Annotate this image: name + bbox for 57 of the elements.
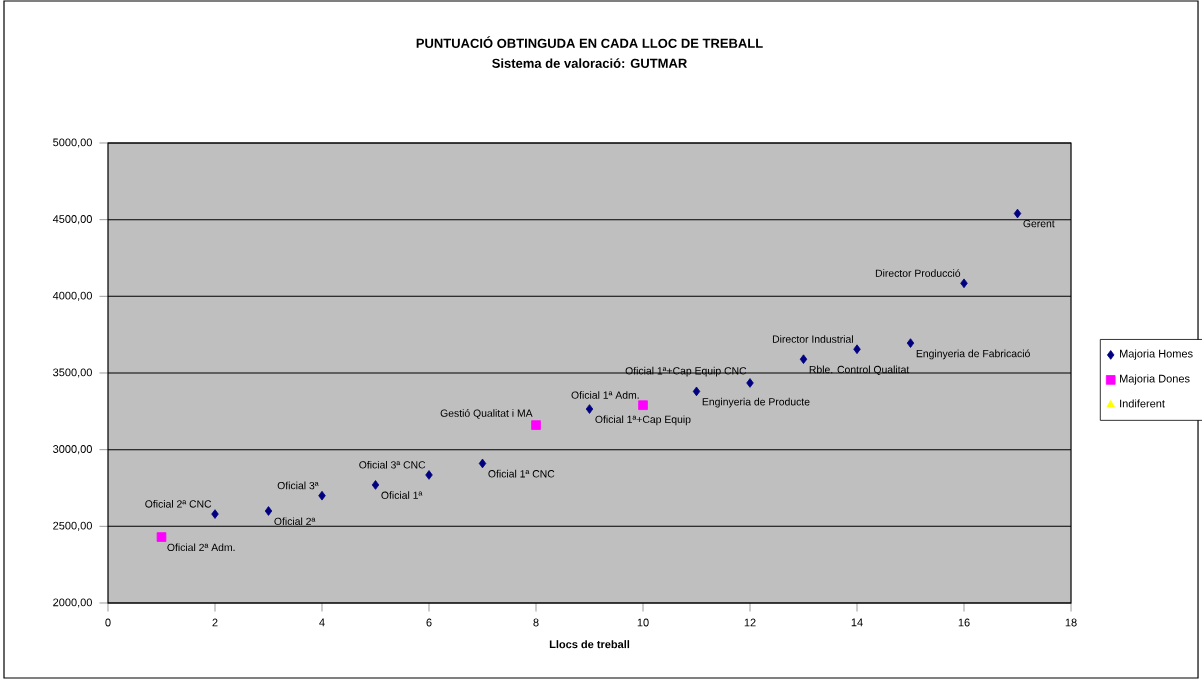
point <box>692 386 701 397</box>
point <box>799 354 808 364</box>
y-tick-label: 3500,00 <box>53 368 92 378</box>
point <box>585 404 594 414</box>
annotation: Oficial 1ª+Cap Equip CNC <box>625 366 747 377</box>
annotation: Oficial 2ª CNC <box>145 500 212 508</box>
x-tick-label: 8 <box>533 618 539 627</box>
annotation: Oficial 2ª Adm. <box>167 543 235 552</box>
annotation: Gerent <box>1023 219 1055 228</box>
annotation: Enginyeria de Fabricació <box>916 349 1030 360</box>
annotation: Oficial 1ª CNC <box>488 469 555 478</box>
x-tick-label: 12 <box>744 618 756 627</box>
point <box>318 490 326 501</box>
legend-label: Majoria Homes <box>1120 349 1193 360</box>
point <box>425 470 433 480</box>
annotation: Oficial 2ª <box>274 517 316 526</box>
annotation: Director Industrial <box>772 335 853 343</box>
point <box>906 338 915 348</box>
annotation: Oficial 3ª CNC <box>359 460 426 469</box>
point <box>1013 208 1022 219</box>
x-tick-label: 2 <box>212 618 218 627</box>
point <box>264 506 273 516</box>
legend-label: Indiferent <box>1120 399 1165 408</box>
annotation: Oficial 3ª <box>277 481 319 490</box>
point <box>638 400 648 410</box>
annotation: Enginyeria de Producte <box>702 397 810 408</box>
x-tick-label: 10 <box>637 618 649 627</box>
y-tick-label: 4500,00 <box>52 215 92 225</box>
y-tick-label: 4000,00 <box>52 291 92 301</box>
annotation: Gestió Qualitat i MA <box>440 409 533 419</box>
point <box>156 532 167 542</box>
annotation: Director Producció <box>875 269 961 277</box>
x-tick-label: 18 <box>1065 618 1077 627</box>
annotation: Oficial 1ª <box>381 491 423 499</box>
point <box>478 458 487 469</box>
chart-subtitle: Sistema de valoració: GUTMAR <box>492 58 687 68</box>
x-tick-label: 4 <box>319 618 325 627</box>
point <box>960 278 968 289</box>
x-tick-label: 0 <box>105 618 111 627</box>
y-tick-label: 5000,00 <box>53 138 92 148</box>
x-tick-label: 6 <box>426 618 432 627</box>
x-tick-label: 14 <box>851 618 863 627</box>
legend-label: Majoria Dones <box>1120 374 1190 385</box>
annotation: Rble. Control Qualitat <box>809 365 910 376</box>
annotation: Oficial 1ª Adm. <box>571 391 639 399</box>
point <box>746 378 754 388</box>
point <box>371 480 380 490</box>
y-tick-label: 2500,00 <box>53 521 92 531</box>
point <box>531 420 541 430</box>
point <box>853 344 861 355</box>
y-tick-label: 2000,00 <box>53 598 92 608</box>
y-tick-label: 3000,00 <box>53 445 92 455</box>
x-tick-label: 16 <box>958 618 970 627</box>
chart-title: PUNTUACIÓ OBTINGUDA EN CADA LLOC DE TREBALL <box>416 36 763 48</box>
x-axis-title: Llocs de treball <box>549 640 630 649</box>
point <box>211 509 219 519</box>
annotation: Oficial 1ª+Cap Equip <box>595 415 691 426</box>
